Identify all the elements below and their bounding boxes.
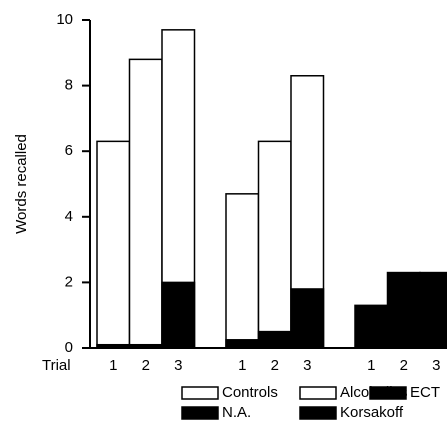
legend-swatch xyxy=(299,386,337,400)
y-tick-label: 6 xyxy=(65,142,73,159)
x-tick-label: 2 xyxy=(271,357,279,374)
bar xyxy=(225,339,260,349)
bar xyxy=(290,288,325,349)
x-axis-label: Trial xyxy=(42,357,71,374)
bar xyxy=(257,140,292,349)
x-tick-label: 2 xyxy=(400,357,408,374)
legend-label: N.A. xyxy=(222,404,251,421)
bar xyxy=(386,271,421,349)
legend-swatch xyxy=(181,386,219,400)
x-tick-label: 2 xyxy=(142,357,150,374)
y-tick-label: 8 xyxy=(65,77,73,94)
bar xyxy=(128,343,163,349)
bar xyxy=(96,343,131,349)
x-tick-label: 3 xyxy=(432,357,440,374)
y-tick-label: 4 xyxy=(65,208,73,225)
bar xyxy=(354,304,389,349)
legend-label: ECT xyxy=(410,384,440,401)
legend-swatch xyxy=(181,406,219,420)
legend-label: Controls xyxy=(222,384,278,401)
x-tick-label: 1 xyxy=(238,357,246,374)
y-tick-label: 0 xyxy=(65,339,73,356)
bar xyxy=(128,58,163,349)
bar xyxy=(96,140,131,349)
legend-swatch xyxy=(299,406,337,420)
bar xyxy=(257,330,292,349)
bar xyxy=(225,193,260,349)
y-axis-label: Words recalled xyxy=(13,134,30,234)
y-tick-label: 2 xyxy=(65,273,73,290)
bar xyxy=(161,281,196,349)
y-tick-label: 10 xyxy=(56,11,73,28)
x-tick-label: 3 xyxy=(303,357,311,374)
x-tick-label: 3 xyxy=(174,357,182,374)
bar xyxy=(419,271,447,349)
x-tick-label: 1 xyxy=(367,357,375,374)
x-tick-label: 1 xyxy=(109,357,117,374)
legend-swatch xyxy=(369,386,407,400)
legend-label: Korsakoff xyxy=(340,404,404,421)
